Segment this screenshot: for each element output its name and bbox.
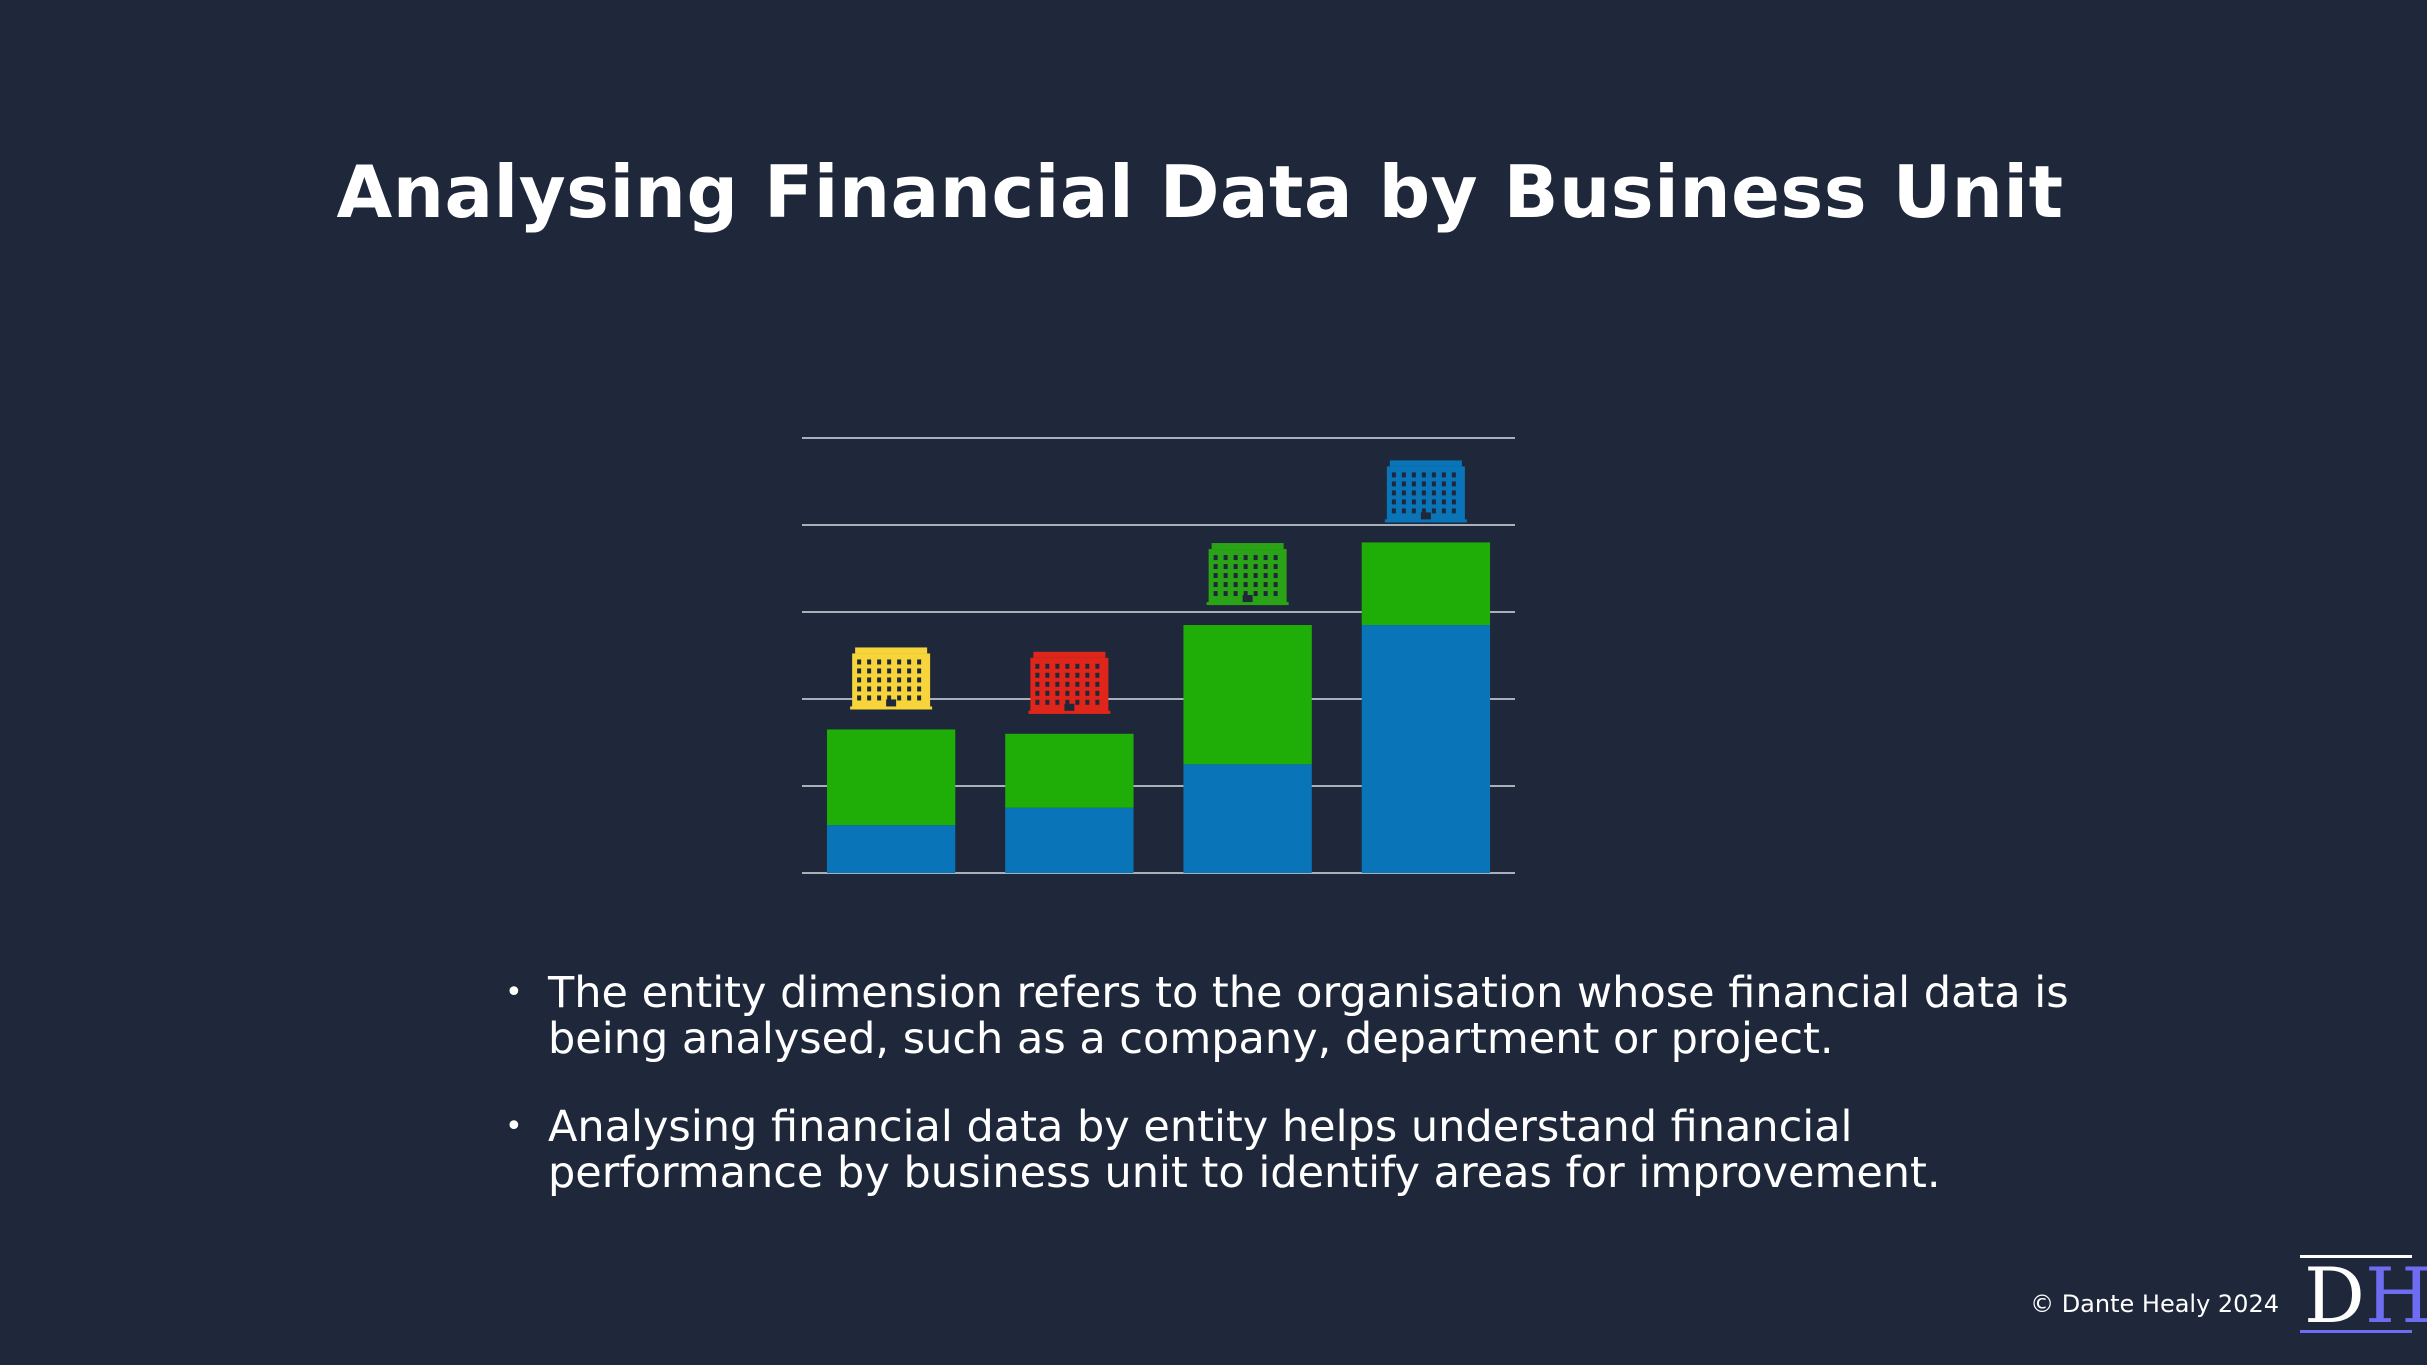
bar-segment-base [1005, 807, 1134, 873]
building-icon [850, 647, 933, 710]
building-icon [1384, 460, 1467, 523]
bullet-marker: • [505, 1109, 523, 1144]
building-icon [1206, 543, 1289, 606]
bar-segment-base [1361, 625, 1491, 873]
copyright-text: © Dante Healy 2024 [2030, 1290, 2279, 1318]
logo-letter-h: H [2364, 1251, 2427, 1340]
bullet-list: • The entity dimension refers to the org… [500, 970, 2100, 1238]
building-icon [1028, 651, 1111, 714]
logo-letters: DH [2304, 1258, 2427, 1334]
logo-letter-d: D [2304, 1251, 2365, 1340]
dh-logo: DH [2300, 1255, 2427, 1334]
bullet-item: • The entity dimension refers to the org… [500, 970, 2100, 1062]
bar-segment-base [826, 825, 956, 873]
bullet-marker: • [505, 975, 523, 1010]
logo-top-rule [2300, 1255, 2412, 1258]
bullet-text: Analysing financial data by entity helps… [548, 1102, 1941, 1198]
stacked-bar-chart [802, 437, 1515, 874]
logo-bottom-rule [2300, 1330, 2412, 1333]
bullet-text: The entity dimension refers to the organ… [548, 968, 2069, 1064]
bar-segment-top [1361, 542, 1491, 626]
bar-segment-top [826, 729, 956, 826]
bars [826, 542, 1491, 873]
slide-title: Analysing Financial Data by Business Uni… [336, 150, 2064, 234]
bar-segment-top [1183, 625, 1312, 765]
unit-icons [850, 460, 1467, 714]
bar-segment-base [1183, 764, 1312, 873]
bar-segment-top [1005, 733, 1134, 808]
bullet-item: • Analysing financial data by entity hel… [500, 1104, 2100, 1196]
